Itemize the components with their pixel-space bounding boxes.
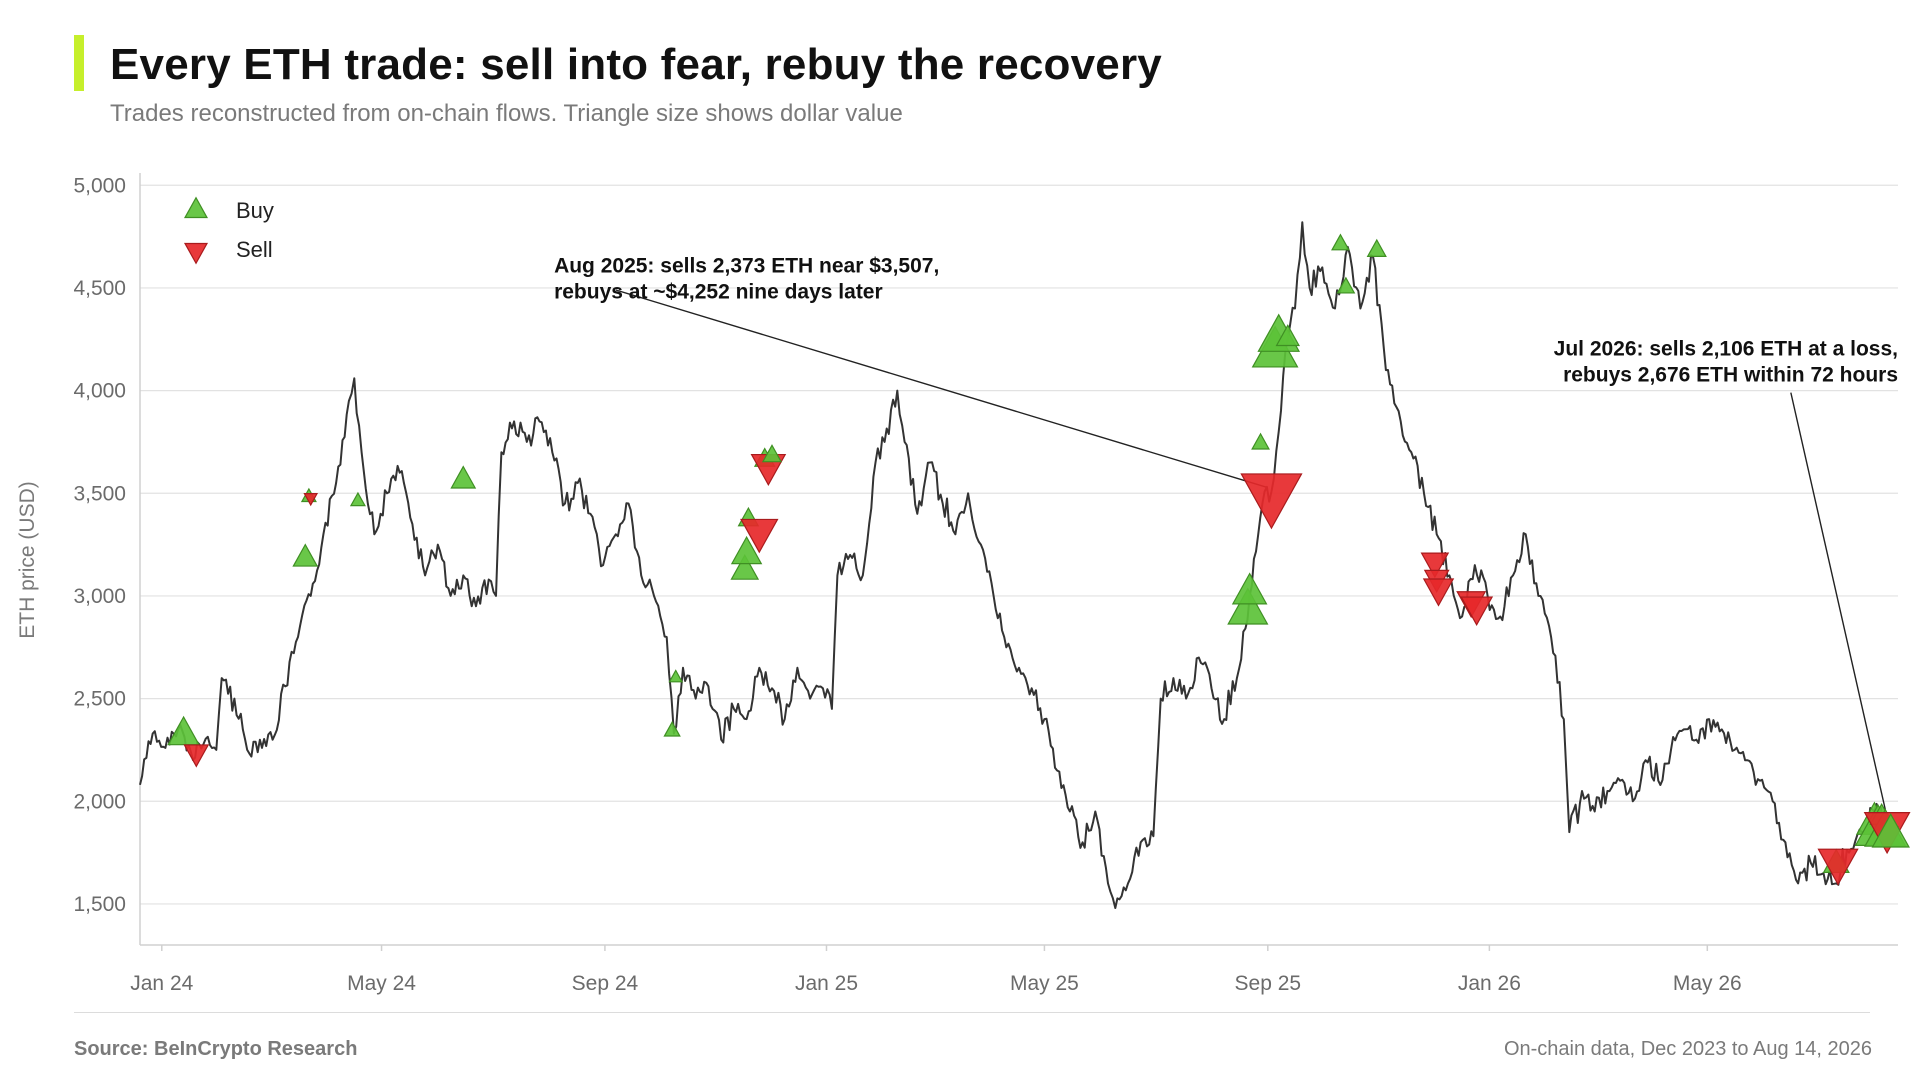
axes bbox=[139, 173, 1898, 951]
y-tick-label: 3,000 bbox=[73, 585, 126, 608]
buy-marker bbox=[1366, 238, 1387, 257]
buy-marker bbox=[1336, 276, 1356, 294]
sell-marker bbox=[1817, 848, 1859, 886]
annotation-arrows bbox=[615, 289, 1886, 810]
legend-buy-label: Buy bbox=[236, 198, 274, 223]
x-tick-label: Jan 24 bbox=[130, 972, 193, 995]
buy-marker bbox=[450, 465, 477, 489]
legend-sell-icon bbox=[183, 242, 209, 265]
x-tick-label: May 26 bbox=[1673, 972, 1742, 995]
annotation-arrow-aug2025 bbox=[615, 289, 1267, 488]
sell-marker bbox=[740, 518, 779, 554]
buy-marker bbox=[1275, 324, 1301, 347]
buy-marker bbox=[167, 715, 201, 746]
buy-marker bbox=[1231, 572, 1268, 605]
annotations: Aug 2025: sells 2,373 ETH near $3,507, re… bbox=[554, 255, 1898, 387]
annotation-arrow-jul2026 bbox=[1790, 392, 1886, 810]
buy-marker bbox=[668, 669, 684, 683]
x-tick-label: May 25 bbox=[1010, 972, 1079, 995]
annotation-jul2026: Jul 2026: sells 2,106 ETH at a loss, rebu… bbox=[1554, 338, 1898, 387]
sell-marker bbox=[1422, 578, 1455, 607]
x-tick-label: May 24 bbox=[347, 972, 416, 995]
x-tick-label: Jan 25 bbox=[795, 972, 858, 995]
annotation-line: rebuys at ~$4,252 nine days later bbox=[554, 281, 883, 304]
annotation-line: Jul 2026: sells 2,106 ETH at a loss, bbox=[1554, 338, 1898, 361]
x-tick-label: Jan 26 bbox=[1458, 972, 1521, 995]
data-note: On-chain data, Dec 2023 to Aug 14, 2026 bbox=[1503, 1038, 1872, 1060]
trade-markers bbox=[167, 233, 1911, 886]
y-tick-label: 4,000 bbox=[73, 380, 126, 403]
chart-subtitle: Trades reconstructed from on-chain flows… bbox=[110, 100, 903, 127]
legend-buy-icon bbox=[183, 196, 209, 219]
y-tick-label: 4,500 bbox=[73, 277, 126, 300]
legend-sell-label: Sell bbox=[236, 237, 273, 262]
buy-marker bbox=[1227, 587, 1269, 625]
buy-marker bbox=[349, 491, 366, 507]
sell-marker bbox=[1420, 552, 1450, 579]
price-line bbox=[139, 221, 1899, 909]
y-tick-label: 2,000 bbox=[73, 790, 126, 813]
sell-marker bbox=[183, 744, 210, 768]
buy-marker bbox=[663, 720, 681, 737]
buy-marker bbox=[1331, 233, 1350, 251]
eth-trades-chart: 1,500 2,000 2,500 3,000 3,500 4,000 4,500 5,000… bbox=[16, 173, 1911, 995]
sell-marker bbox=[1240, 473, 1303, 530]
buy-marker bbox=[292, 543, 319, 567]
x-tick-label: Sep 24 bbox=[572, 972, 639, 995]
buy-marker bbox=[730, 554, 760, 580]
y-tick-label: 5,000 bbox=[73, 174, 126, 197]
footer-divider bbox=[74, 1012, 1870, 1013]
annotation-aug2025: Aug 2025: sells 2,373 ETH near $3,507, re… bbox=[554, 255, 939, 304]
y-tick-label: 1,500 bbox=[73, 893, 126, 916]
y-tick-label: 2,500 bbox=[73, 688, 126, 711]
grid-lines bbox=[140, 184, 1898, 905]
sell-marker bbox=[1460, 596, 1494, 627]
buy-marker bbox=[761, 444, 783, 463]
y-tick-label: 3,500 bbox=[73, 482, 126, 505]
tick-labels: 1,500 2,000 2,500 3,000 3,500 4,000 4,500 5,000… bbox=[73, 174, 1741, 995]
y-axis-label: ETH price (USD) bbox=[16, 481, 39, 639]
legend: Buy Sell bbox=[183, 196, 274, 265]
annotation-line: rebuys 2,676 ETH within 72 hours bbox=[1563, 364, 1898, 387]
buy-marker bbox=[730, 535, 763, 565]
buy-marker bbox=[1251, 432, 1270, 450]
title-accent-bar bbox=[74, 35, 84, 91]
x-tick-label: Sep 25 bbox=[1235, 972, 1302, 995]
source-text: Source: BeInCrypto Research bbox=[74, 1038, 358, 1060]
buy-marker bbox=[1871, 812, 1910, 848]
chart-title: Every ETH trade: sell into fear, rebuy t… bbox=[110, 40, 1162, 89]
sell-marker bbox=[303, 493, 319, 507]
annotation-line: Aug 2025: sells 2,373 ETH near $3,507, bbox=[554, 255, 939, 278]
price-series bbox=[139, 221, 1899, 909]
